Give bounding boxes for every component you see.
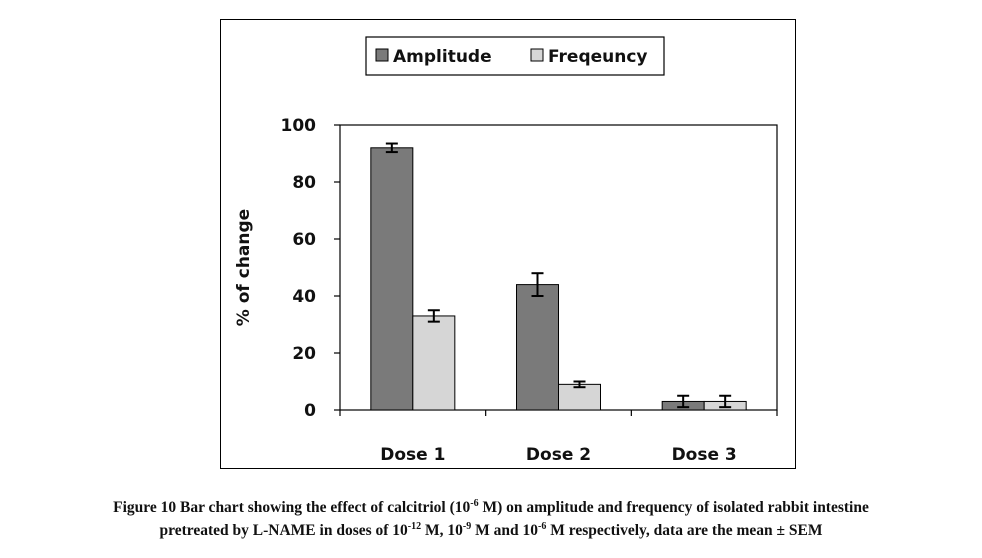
legend-label: Freqeuncy [548, 47, 648, 67]
y-tick-label: 0 [304, 401, 316, 421]
bar-amplitude [370, 147, 414, 411]
bar-amplitude [516, 284, 559, 411]
caption-line-2: pretreated by L-NAME in doses of 10-12 M… [0, 519, 982, 542]
caption-exponent: -9 [462, 520, 472, 532]
y-tick-label: 100 [281, 116, 317, 136]
caption-exponent: -6 [538, 520, 547, 532]
y-tick-label: 60 [292, 230, 316, 250]
y-tick-label: 80 [292, 173, 316, 193]
caption-text: M, 10 [421, 522, 463, 539]
legend-label: Amplitude [393, 47, 492, 67]
figure-caption: Figure 10 Bar chart showing the effect o… [0, 496, 982, 542]
bar-frequency [412, 315, 456, 411]
caption-exponent: -12 [407, 520, 422, 532]
caption-exponent: -6 [470, 497, 479, 509]
caption-text: pretreated by L-NAME in doses of 10 [159, 522, 408, 539]
caption-text: M) on amplitude and frequency of isolate… [478, 499, 869, 516]
legend-swatch-frequency [530, 48, 544, 62]
y-tick-label: 20 [292, 344, 316, 364]
caption-text: Figure 10 Bar chart showing the effect o… [113, 499, 471, 516]
caption-text: M respectively, data are the mean ± SEM [546, 522, 823, 539]
caption-line-1: Figure 10 Bar chart showing the effect o… [0, 496, 982, 519]
legend-swatch-amplitude [375, 48, 389, 62]
chart-frame: 0 20 40 60 80 100 Dose 1 Dose 2 Dose 3 % of chang… [220, 19, 796, 469]
x-category-label: Dose 3 [672, 445, 737, 465]
caption-text: M and 10 [471, 522, 538, 539]
y-tick-label: 40 [292, 287, 316, 307]
legend-box [365, 36, 665, 76]
y-axis-label: % of change [234, 209, 254, 326]
x-category-label: Dose 1 [380, 445, 445, 465]
x-category-label: Dose 2 [526, 445, 591, 465]
bar-chart: 0 20 40 60 80 100 Dose 1 Dose 2 Dose 3 % of chang… [234, 36, 778, 465]
